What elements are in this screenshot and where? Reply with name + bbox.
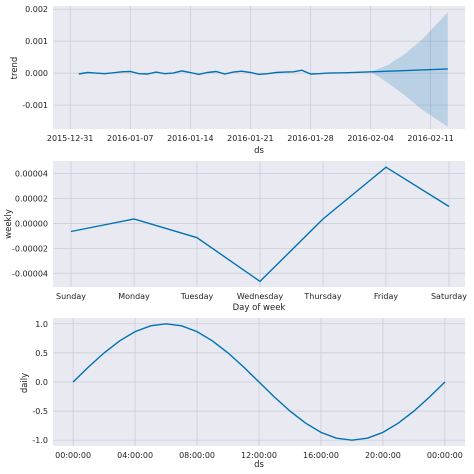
weekly-line [70, 166, 450, 283]
daily-line [72, 323, 446, 441]
trend-x-axis-label: ds [254, 146, 264, 156]
daily-x-tick-label: 12:00:00 [241, 451, 277, 460]
weekly-y-tick-label: -0.00002 [12, 244, 48, 253]
daily-x-tick-label: 16:00:00 [303, 451, 339, 460]
weekly-y-tick-label: -0.00004 [12, 269, 48, 278]
daily-y-tick-label: -1.0 [32, 436, 48, 445]
trend-x-tick-label: 2016-02-04 [347, 134, 394, 143]
trend-y-tick-label: -0.001 [22, 101, 48, 110]
trend-line [78, 68, 448, 76]
trend-x-tick-label: 2016-01-21 [227, 134, 274, 143]
weekly-y-tick-label: 0.00004 [15, 169, 48, 178]
weekly-y-tick-label: 0.00002 [15, 194, 48, 203]
daily-y-tick-label: 1.0 [35, 320, 48, 329]
trend-x-tick-label: 2016-01-28 [287, 134, 334, 143]
daily-y-tick-label: -0.5 [32, 407, 48, 416]
trend-uncertainty-band [370, 12, 448, 127]
weekly-x-tick-label: Wednesday [237, 292, 284, 301]
daily-x-tick-label: 20:00:00 [365, 451, 401, 460]
daily-y-axis-label: daily [20, 373, 30, 393]
weekly-y-tick-label: 0.00000 [15, 219, 48, 228]
daily-y-tick-label: 0.5 [35, 349, 48, 358]
daily-x-tick-label: 00:00:00 [427, 451, 463, 460]
weekly-panel: Sunday Monday Tuesday Wednesday Thursday Frid… [4, 161, 467, 313]
trend-plot-area [53, 6, 465, 129]
weekly-x-axis-label: Day of week [233, 303, 286, 313]
trend-x-tick-label: 2016-01-14 [167, 134, 214, 143]
trend-y-axis-label: trend [10, 57, 20, 80]
daily-x-tick-label: 08:00:00 [179, 451, 215, 460]
weekly-plot-area [53, 161, 465, 287]
weekly-x-tick-label: Monday [118, 292, 150, 301]
weekly-x-tick-label: Saturday [431, 292, 467, 301]
daily-y-tick-label: 0.0 [35, 378, 48, 387]
trend-y-tick-label: 0.002 [25, 5, 48, 14]
daily-panel: 00:00:00 04:00:00 08:00:00 12:00:00 16:00:00… [20, 318, 465, 470]
trend-y-tick-label: 0.000 [25, 69, 48, 78]
weekly-x-tick-label: Sunday [56, 292, 86, 301]
trend-x-tick-label: 2016-02-11 [407, 134, 454, 143]
trend-panel: 2015-12-31 2016-01-07 2016-01-14 2016-01-21… [10, 5, 465, 156]
weekly-x-tick-label: Thursday [303, 292, 341, 301]
trend-x-tick-label: 2015-12-31 [47, 134, 94, 143]
daily-x-axis-label: ds [254, 460, 264, 470]
weekly-x-tick-label: Friday [374, 292, 399, 301]
daily-x-tick-label: 00:00:00 [55, 451, 91, 460]
daily-x-tick-label: 04:00:00 [117, 451, 153, 460]
weekly-y-axis-label: weekly [4, 209, 14, 239]
trend-y-tick-label: 0.001 [25, 37, 48, 46]
weekly-x-tick-label: Tuesday [180, 292, 214, 301]
trend-x-tick-label: 2016-01-07 [107, 134, 154, 143]
